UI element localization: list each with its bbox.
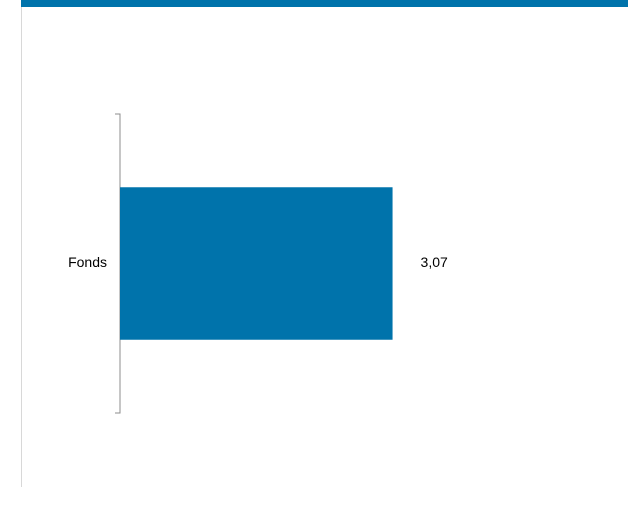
category-label: Fonds bbox=[68, 254, 107, 270]
frame-left-rule bbox=[21, 7, 22, 487]
data-label: 3,07 bbox=[421, 254, 448, 270]
header-accent-bar bbox=[21, 0, 628, 7]
category-axis bbox=[115, 113, 121, 414]
label-group: Fonds 3,07 bbox=[68, 254, 448, 270]
bar-group bbox=[120, 187, 393, 340]
bar-fonds bbox=[120, 187, 393, 340]
